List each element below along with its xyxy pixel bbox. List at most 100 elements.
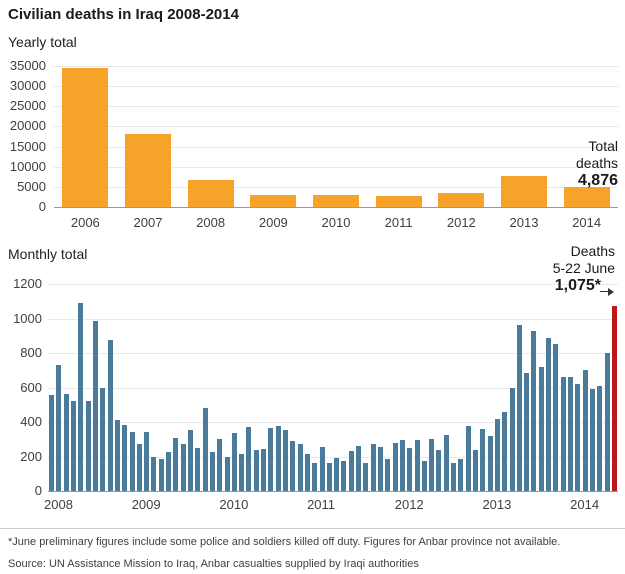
bar [129,432,135,491]
x-tick-label: 2012 [446,215,476,230]
bar [114,420,120,491]
bar [575,384,581,491]
gridline [54,186,618,188]
gridline [54,106,618,108]
bar [312,463,318,491]
y-tick-label: 5000 [17,178,46,194]
gridline [54,86,618,88]
yearly-annotation-label-line1: Total [588,138,618,154]
bar [158,459,164,491]
bar [451,462,457,491]
bar [319,447,325,491]
y-tick-label: 0 [38,199,46,214]
x-tick-label: 2006 [70,215,100,230]
monthly-annotation-label-line1: Deaths [570,243,615,259]
annotation-arrow-line [600,291,609,292]
gridline [48,422,618,423]
bar [509,388,515,491]
bar [378,447,383,491]
x-tick-label: 2008 [196,215,226,230]
x-tick-label: 2012 [394,497,424,512]
bar [421,460,427,491]
y-tick-label: 25000 [9,98,46,114]
bar [473,450,478,491]
bar [334,458,340,491]
bar [304,453,310,491]
monthly-chart-title: Monthly total [8,246,88,262]
bar [356,446,362,491]
x-tick-label: 2011 [307,497,336,512]
x-tick-label: 2014 [570,497,600,512]
x-tick-label: 2013 [509,215,539,230]
bar [250,194,297,207]
gridline [48,353,618,354]
bar [56,365,62,491]
bar [253,449,259,491]
highlight-bar [611,305,617,491]
bar [375,195,422,207]
bar [268,428,274,491]
bar [429,439,435,491]
bar [188,429,193,491]
gridline [54,166,618,168]
x-tick-label: 2011 [384,215,413,230]
bar [217,439,223,491]
bar [436,450,442,491]
bar [438,193,485,207]
bar [348,451,354,491]
bar [275,426,281,491]
bar [531,330,537,491]
x-tick-label: 2010 [219,497,249,512]
x-tick-label: 2009 [258,215,288,230]
bar [538,367,544,491]
bar [560,377,566,491]
yearly-annotation-label-line2: deaths [575,155,618,171]
bar [385,459,391,491]
gridline [54,146,618,148]
y-tick-label: 400 [20,414,42,429]
bar [399,440,405,491]
bar [326,463,332,491]
monthly-annotation: Deaths 5-22 June 1,075* [553,243,615,295]
x-tick-label: 2014 [572,215,602,230]
bar [297,444,303,491]
bar [180,443,186,491]
y-tick-label: 1200 [13,276,42,291]
y-tick-label: 30000 [9,78,46,94]
x-tick-label: 2010 [321,215,351,230]
yearly-annotation: Total deaths 4,876 [576,138,618,190]
monthly-annotation-value: 1,075* [554,277,601,294]
bar [107,340,113,491]
bar [125,134,171,207]
bar [62,68,109,207]
bar [239,453,245,491]
bar [224,457,230,491]
bar [63,394,69,491]
source-line: Source: UN Assistance Mission to Iraq, A… [8,558,419,570]
y-tick-label: 200 [20,448,42,464]
bar [151,456,157,491]
bar [246,427,252,491]
bar [563,187,610,207]
bar [71,401,77,491]
y-tick-label: 1000 [13,310,42,326]
bar [465,426,471,491]
bar [501,175,547,207]
bar [313,194,359,207]
x-axis-line [48,491,618,492]
bar [553,344,559,491]
bar [487,435,493,491]
bar [443,434,449,491]
bar [407,447,413,491]
footnote: *June preliminary figures include some p… [8,536,561,548]
gridline [48,387,618,389]
bar [494,418,500,491]
bar [363,463,369,491]
bar [187,179,234,207]
x-tick-label: 2009 [131,497,161,512]
bar [480,428,486,491]
bar [144,432,150,491]
